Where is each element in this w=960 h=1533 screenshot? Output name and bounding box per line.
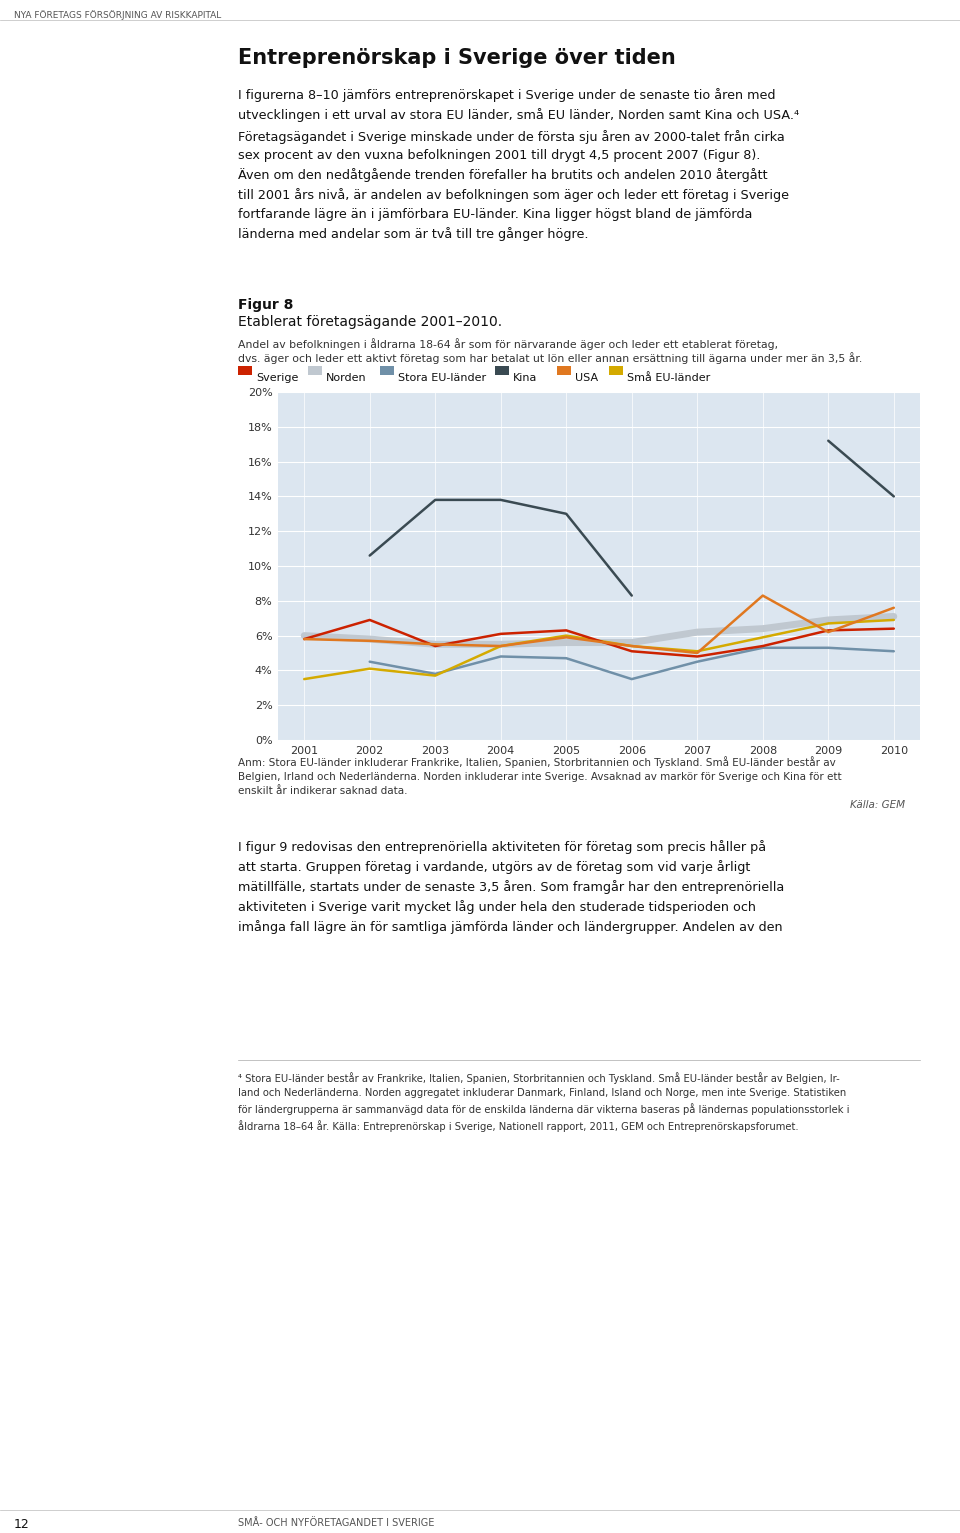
Text: Stora EU-länder: Stora EU-länder [398, 373, 486, 383]
Bar [609, 366, 623, 376]
Text: Anm: Stora EU-länder inkluderar Frankrike, Italien, Spanien, Storbritannien och : Anm: Stora EU-länder inkluderar Frankrik… [238, 756, 842, 796]
Text: Källa: GEM: Källa: GEM [850, 800, 905, 809]
Text: Entreprenörskap i Sverige över tiden: Entreprenörskap i Sverige över tiden [238, 48, 676, 67]
Text: I figur 9 redovisas den entreprenöriella aktiviteten för företag som precis håll: I figur 9 redovisas den entreprenöriella… [238, 840, 784, 934]
Text: USA: USA [575, 373, 598, 383]
Text: Etablerat företagsägande 2001–2010.: Etablerat företagsägande 2001–2010. [238, 314, 502, 330]
Text: NYA FÖRETAGS FÖRSÖRJNING AV RISKKAPITAL: NYA FÖRETAGS FÖRSÖRJNING AV RISKKAPITAL [14, 11, 221, 20]
Bar [238, 366, 252, 376]
Text: Norden: Norden [326, 373, 367, 383]
Text: SMÅ- OCH NYFÖRETAGANDET I SVERIGE: SMÅ- OCH NYFÖRETAGANDET I SVERIGE [238, 1518, 434, 1528]
Text: Figur 8: Figur 8 [238, 297, 294, 313]
Text: Små EU-länder: Små EU-länder [627, 373, 710, 383]
Text: Företagsägandet i Sverige minskade under de första sju åren av 2000-talet från c: Företagsägandet i Sverige minskade under… [238, 130, 789, 241]
Text: ⁴ Stora EU-länder består av Frankrike, Italien, Spanien, Storbritannien och Tysk: ⁴ Stora EU-länder består av Frankrike, I… [238, 1072, 850, 1131]
Bar [495, 366, 509, 376]
Bar [308, 366, 322, 376]
Text: Andel av befolkningen i åldrarna 18-64 år som för närvarande äger och leder ett : Andel av befolkningen i åldrarna 18-64 å… [238, 337, 779, 350]
Text: Sverige: Sverige [256, 373, 299, 383]
Text: dvs. äger och leder ett aktivt företag som har betalat ut lön eller annan ersätt: dvs. äger och leder ett aktivt företag s… [238, 353, 862, 363]
Text: 12: 12 [14, 1518, 30, 1531]
Text: Kina: Kina [513, 373, 538, 383]
Bar [380, 366, 394, 376]
Text: I figurerna 8–10 jämförs entreprenörskapet i Sverige under de senaste tio åren m: I figurerna 8–10 jämförs entreprenörskap… [238, 87, 799, 123]
Bar [557, 366, 571, 376]
